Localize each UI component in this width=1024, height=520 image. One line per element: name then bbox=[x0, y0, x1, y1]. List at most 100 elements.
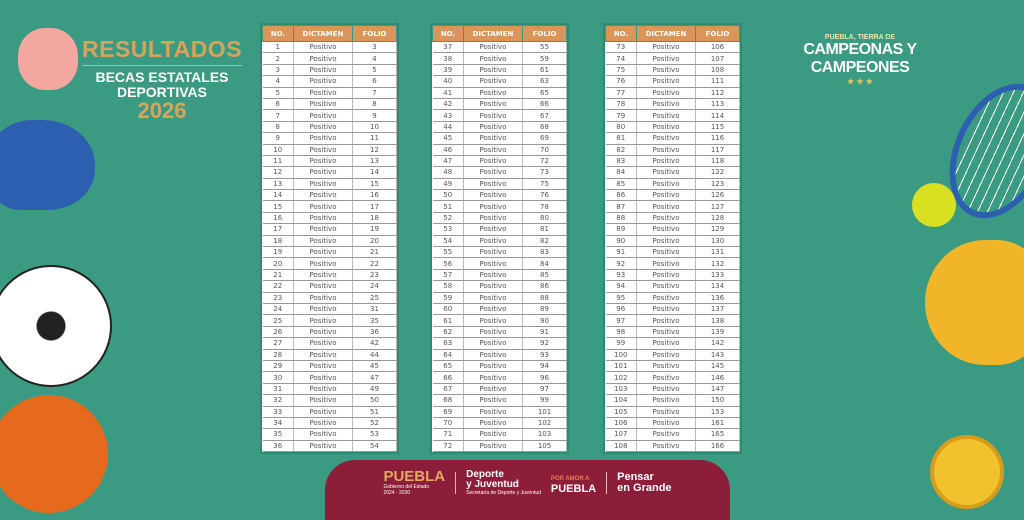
column-header: FOLIO bbox=[522, 25, 567, 42]
row-number: 26 bbox=[262, 326, 294, 339]
row-number: 25 bbox=[262, 314, 294, 327]
row-folio: 150 bbox=[695, 394, 740, 407]
table-row: 93 Positivo 133 bbox=[605, 269, 740, 282]
row-number: 11 bbox=[262, 155, 294, 168]
row-number: 51 bbox=[432, 200, 464, 213]
row-dictamen: Positivo bbox=[463, 155, 523, 168]
row-dictamen: Positivo bbox=[636, 246, 696, 259]
footer-logos: PUEBLA Gobierno del Estado 2024 · 2030 D… bbox=[325, 460, 730, 520]
table-row: 2 Positivo 4 bbox=[262, 52, 397, 65]
row-number: 56 bbox=[432, 257, 464, 270]
row-dictamen: Positivo bbox=[463, 87, 523, 99]
column-header: NO. bbox=[605, 25, 637, 42]
table-row: 81 Positivo 116 bbox=[605, 132, 740, 145]
table-row: 39 Positivo 61 bbox=[432, 64, 567, 77]
row-folio: 132 bbox=[695, 257, 740, 270]
table-row: 4 Positivo 6 bbox=[262, 75, 397, 88]
row-folio: 66 bbox=[522, 98, 567, 111]
table-row: 8 Positivo 10 bbox=[262, 121, 397, 134]
table-row: 107 Positivo 165 bbox=[605, 428, 740, 441]
row-dictamen: Positivo bbox=[293, 257, 353, 270]
row-dictamen: Positivo bbox=[636, 189, 696, 202]
puebla-text: PUEBLA bbox=[383, 468, 446, 485]
page-title: RESULTADOS bbox=[82, 36, 242, 66]
slogan-line1: PUEBLA, TIERRA DE bbox=[824, 34, 896, 41]
row-dictamen: Positivo bbox=[636, 121, 696, 134]
row-folio: 105 bbox=[522, 440, 567, 453]
row-folio: 8 bbox=[352, 98, 397, 111]
row-dictamen: Positivo bbox=[293, 121, 353, 134]
row-dictamen: Positivo bbox=[293, 269, 353, 282]
table-row: 55 Positivo 83 bbox=[432, 246, 567, 259]
column-header: NO. bbox=[262, 25, 294, 42]
table-row: 79 Positivo 114 bbox=[605, 109, 740, 122]
row-number: 46 bbox=[432, 144, 464, 156]
row-dictamen: Positivo bbox=[463, 417, 523, 430]
table-row: 25 Positivo 35 bbox=[262, 314, 397, 327]
table-row: 15 Positivo 17 bbox=[262, 200, 397, 213]
row-dictamen: Positivo bbox=[463, 360, 523, 373]
slogan: PUEBLA, TIERRA DE CAMPEONAS Y CAMPEONES … bbox=[765, 34, 955, 86]
table-row: 101 Positivo 145 bbox=[605, 360, 740, 373]
subtitle-line1: BECAS ESTATALES bbox=[95, 69, 229, 85]
table-row: 99 Positivo 142 bbox=[605, 337, 740, 350]
row-folio: 82 bbox=[522, 235, 567, 248]
row-folio: 131 bbox=[695, 246, 740, 259]
row-folio: 138 bbox=[695, 314, 740, 327]
row-folio: 45 bbox=[352, 360, 397, 373]
table-row: 66 Positivo 96 bbox=[432, 371, 567, 384]
table-row: 11 Positivo 13 bbox=[262, 155, 397, 168]
row-folio: 97 bbox=[522, 383, 567, 396]
row-folio: 54 bbox=[352, 440, 397, 453]
table-row: 90 Positivo 130 bbox=[605, 235, 740, 248]
table-row: 16 Positivo 18 bbox=[262, 212, 397, 225]
row-dictamen: Positivo bbox=[463, 64, 523, 77]
row-folio: 113 bbox=[695, 98, 740, 111]
row-number: 45 bbox=[432, 132, 464, 145]
row-folio: 88 bbox=[522, 292, 567, 305]
row-dictamen: Positivo bbox=[293, 132, 353, 145]
row-number: 39 bbox=[432, 64, 464, 77]
row-folio: 52 bbox=[352, 417, 397, 430]
row-dictamen: Positivo bbox=[463, 212, 523, 225]
year: 2026 bbox=[137, 98, 187, 123]
table-row: 24 Positivo 31 bbox=[262, 303, 397, 316]
row-folio: 80 bbox=[522, 212, 567, 225]
row-dictamen: Positivo bbox=[293, 314, 353, 327]
row-folio: 103 bbox=[522, 428, 567, 441]
row-dictamen: Positivo bbox=[293, 428, 353, 441]
row-dictamen: Positivo bbox=[636, 166, 696, 179]
row-folio: 86 bbox=[522, 280, 567, 293]
row-folio: 24 bbox=[352, 280, 397, 293]
table-row: 64 Positivo 93 bbox=[432, 349, 567, 361]
row-number: 3 bbox=[262, 64, 294, 77]
row-dictamen: Positivo bbox=[463, 337, 523, 350]
row-folio: 122 bbox=[695, 166, 740, 179]
row-folio: 143 bbox=[695, 349, 740, 361]
row-number: 75 bbox=[605, 64, 637, 77]
table-row: 53 Positivo 81 bbox=[432, 223, 567, 236]
row-folio: 50 bbox=[352, 394, 397, 407]
table-row: 43 Positivo 67 bbox=[432, 109, 567, 122]
row-folio: 127 bbox=[695, 200, 740, 213]
deporte-logo: Deporte y Juventud Secretaría de Deporte… bbox=[466, 470, 541, 497]
table-row: 54 Positivo 82 bbox=[432, 235, 567, 248]
table-row: 65 Positivo 94 bbox=[432, 360, 567, 373]
row-number: 98 bbox=[605, 326, 637, 339]
table-row: 6 Positivo 8 bbox=[262, 98, 397, 111]
row-number: 107 bbox=[605, 428, 637, 441]
row-dictamen: Positivo bbox=[293, 349, 353, 361]
row-number: 104 bbox=[605, 394, 637, 407]
row-dictamen: Positivo bbox=[293, 212, 353, 225]
row-number: 71 bbox=[432, 428, 464, 441]
table-row: 27 Positivo 42 bbox=[262, 337, 397, 350]
amor-small: POR AMOR A bbox=[550, 476, 590, 482]
row-dictamen: Positivo bbox=[293, 87, 353, 99]
row-dictamen: Positivo bbox=[636, 303, 696, 316]
row-folio: 89 bbox=[522, 303, 567, 316]
row-dictamen: Positivo bbox=[463, 257, 523, 270]
row-number: 101 bbox=[605, 360, 637, 373]
table-row: 92 Positivo 132 bbox=[605, 257, 740, 270]
table-row: 46 Positivo 70 bbox=[432, 144, 567, 156]
row-number: 40 bbox=[432, 75, 464, 88]
